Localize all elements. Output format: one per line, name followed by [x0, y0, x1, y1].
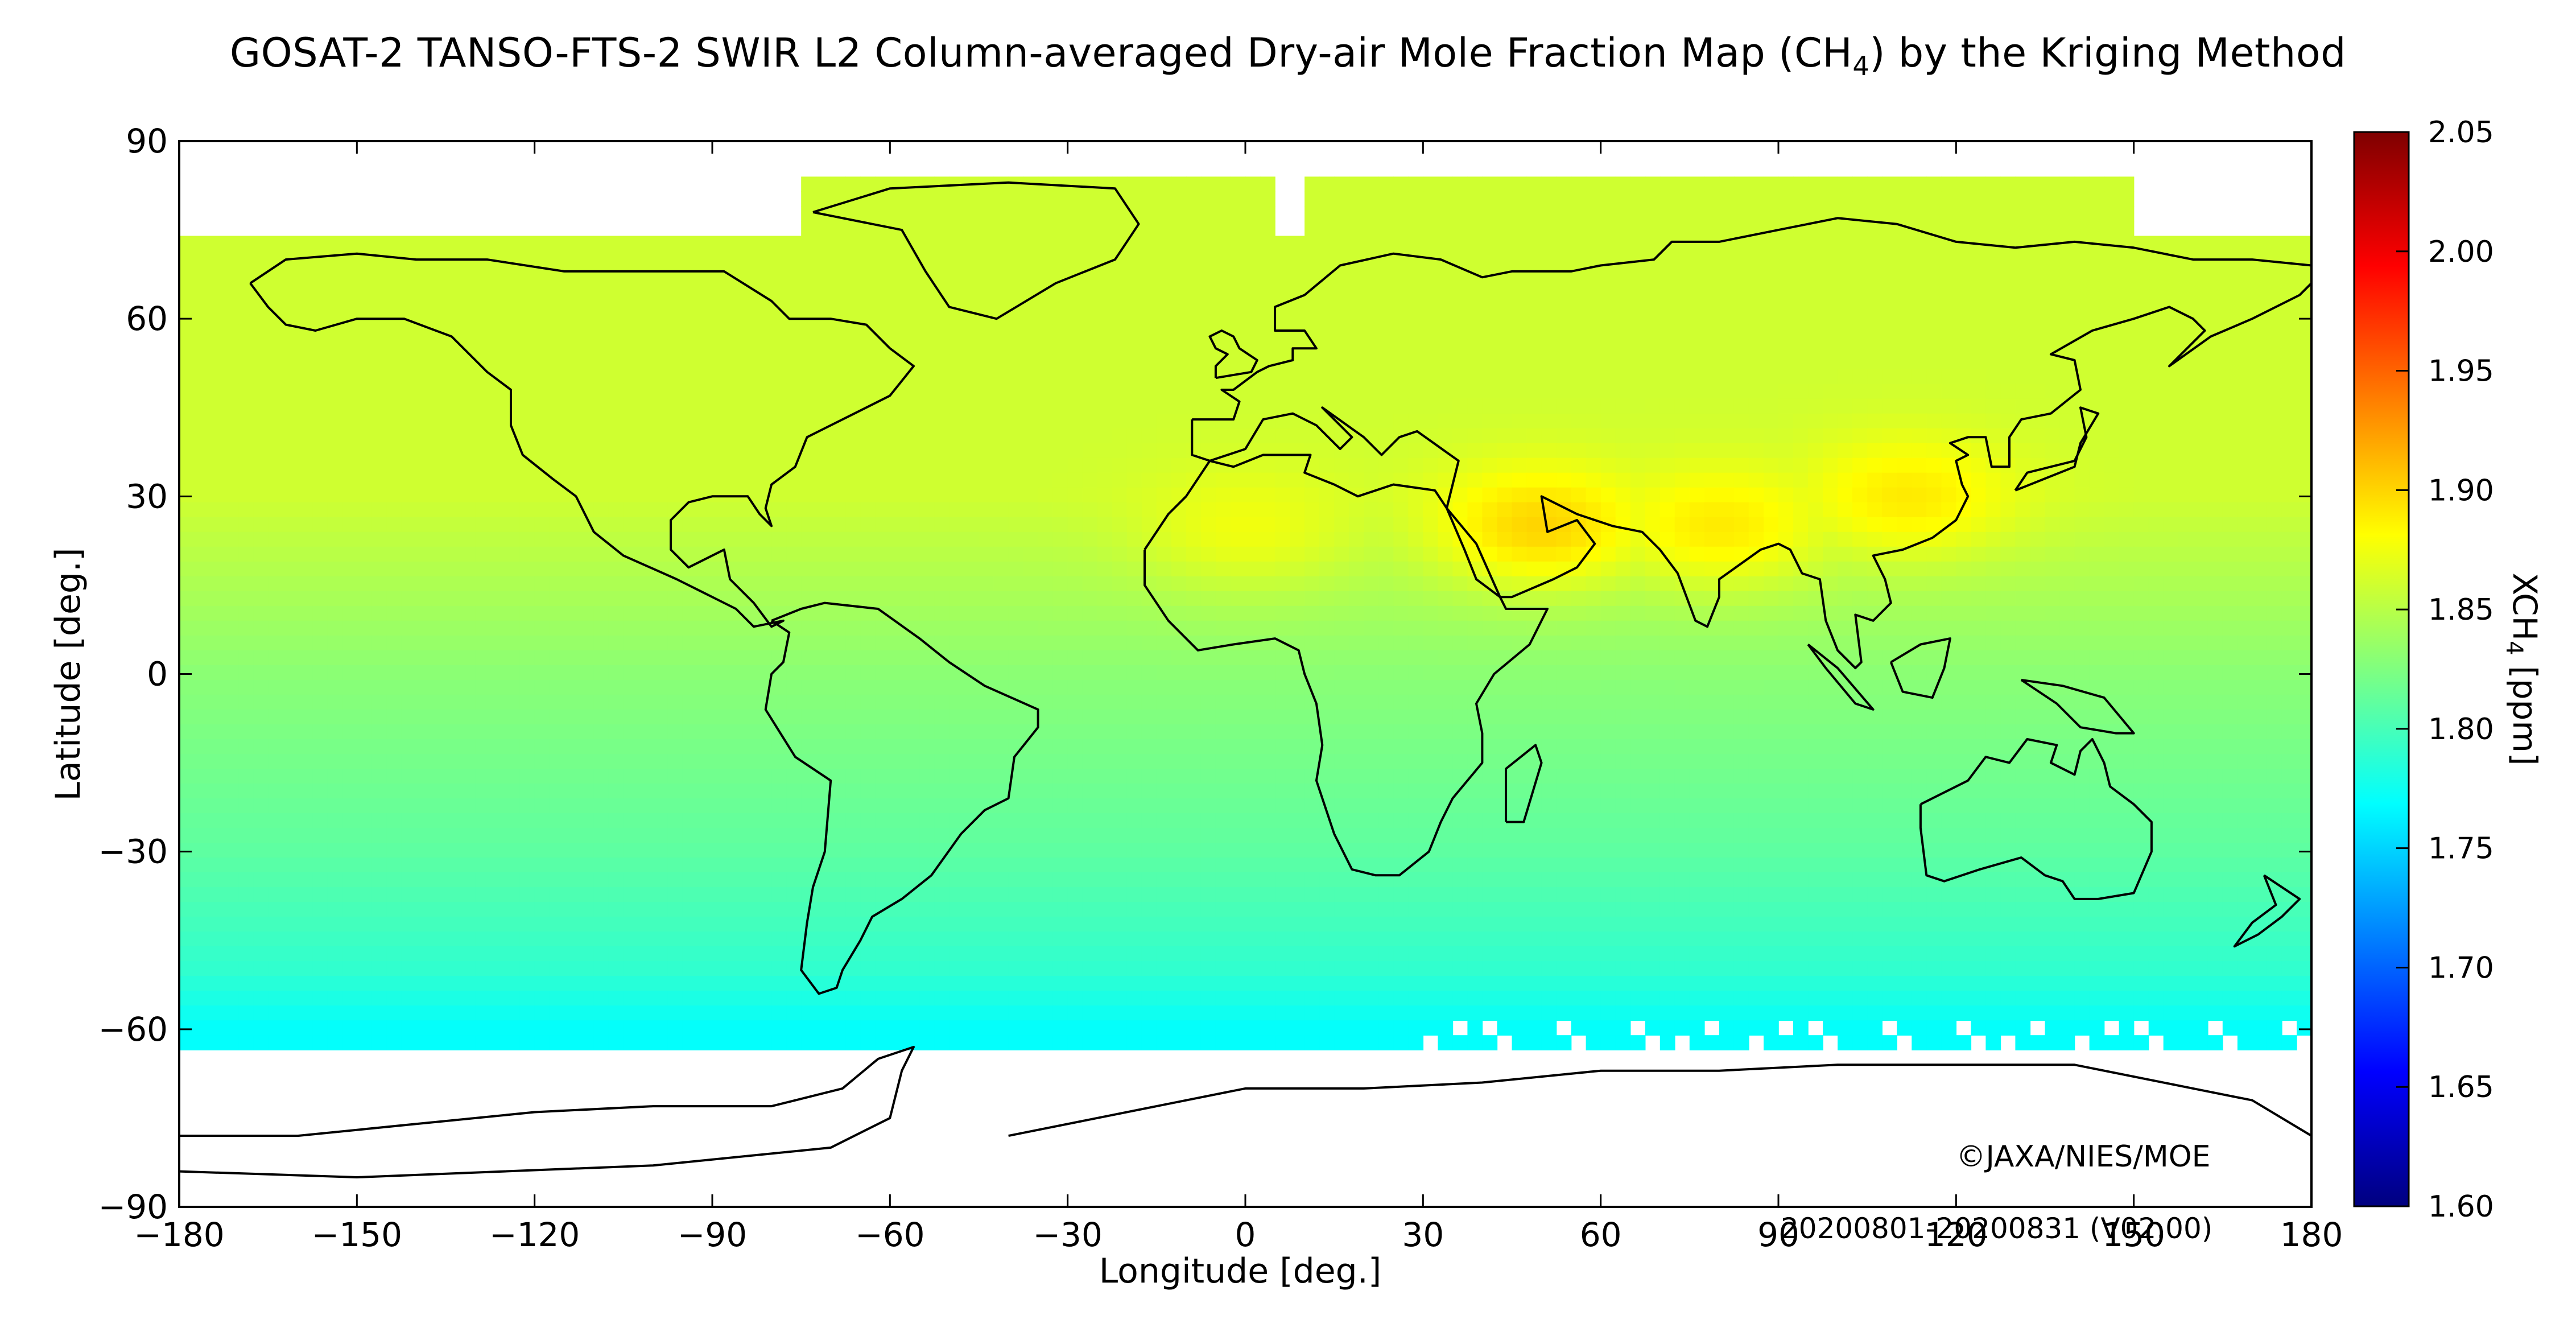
coastline-new-zealand	[2233, 874, 2301, 948]
coastline-antarctica-east	[1008, 1063, 2311, 1137]
date-range-label: 20200801-20200831 (V02.00)	[1781, 1212, 2213, 1245]
x-tick-label: 90	[1757, 1215, 1799, 1254]
colorbar-tick-label: 1.95	[2428, 354, 2494, 389]
copyright-label: ©JAXA/NIES/MOE	[1956, 1140, 2211, 1174]
coastline-sumatra	[1807, 643, 1875, 711]
colorbar-tick-label: 2.00	[2428, 235, 2494, 269]
x-tick-label: 180	[2280, 1215, 2343, 1254]
coastline-north-america	[249, 252, 915, 628]
x-tick-label: 30	[1402, 1215, 1444, 1254]
y-tick-label: 60	[126, 299, 168, 338]
x-tick-label: 60	[1580, 1215, 1622, 1254]
x-tick-label: 150	[2102, 1215, 2165, 1254]
colorbar-tick-label: 1.60	[2428, 1190, 2494, 1224]
coastline-australia	[1919, 738, 2153, 900]
x-tick-label: 120	[1925, 1215, 1988, 1254]
y-axis-label: Latitude [deg.]	[48, 548, 88, 801]
x-tick-label: −90	[678, 1215, 747, 1254]
x-tick-label: −30	[1033, 1215, 1102, 1254]
colorbar-tick-label: 1.75	[2428, 832, 2494, 866]
colorbar-axis: 1.60 1.65 1.70 1.75 1.80 1.85 1.90 1.95 2.00 2.05	[2396, 116, 2494, 1224]
coastline-africa	[1143, 454, 1549, 877]
chart-title: GOSAT-2 TANSO-FTS-2 SWIR L2 Column-avera…	[229, 30, 2347, 81]
colorbar	[2353, 131, 2410, 1207]
coastline-japan	[2014, 406, 2100, 492]
x-tick-label: −180	[134, 1215, 224, 1254]
coastline-greenland	[812, 181, 1140, 320]
y-tick-label: −60	[98, 1010, 168, 1049]
y-tick-label: 30	[126, 477, 168, 516]
y-axis: −90 −60 −30 0 30 60 90	[98, 122, 2311, 1226]
colorbar-label: XCH4 [ppm]	[2501, 573, 2544, 766]
coastline-madagascar	[1505, 744, 1543, 823]
colorbar-tick-label: 1.85	[2428, 593, 2494, 627]
x-axis-label: Longitude [deg.]	[1099, 1251, 1381, 1291]
coastline-borneo	[1889, 637, 1951, 699]
x-axis: −180 −150 −120 −90 −60 −30 0 30 60 90 120 150 180	[134, 141, 2343, 1254]
x-tick-label: −150	[312, 1215, 402, 1254]
x-tick-label: −60	[855, 1215, 924, 1254]
xch4-field	[179, 176, 2311, 1050]
y-tick-label: 90	[126, 122, 168, 160]
colorbar-tick-label: 1.70	[2428, 951, 2494, 985]
y-tick-label: −90	[98, 1188, 168, 1226]
colorbar-tick-label: 2.05	[2428, 116, 2494, 150]
colorbar-tick-label: 1.65	[2428, 1070, 2494, 1104]
coastline-south-america	[764, 601, 1039, 995]
coastline-new-guinea	[2020, 678, 2135, 735]
coastline-eurasia	[1191, 217, 2311, 670]
coastline-antarctica	[179, 1046, 915, 1178]
y-tick-label: −30	[98, 832, 168, 871]
x-tick-label: 0	[1235, 1215, 1256, 1254]
coastlines	[179, 181, 2311, 1178]
x-tick-label: −120	[489, 1215, 580, 1254]
colorbar-tick-label: 1.80	[2428, 712, 2494, 747]
y-tick-label: 0	[147, 655, 168, 694]
coastline-uk	[1208, 329, 1258, 380]
colorbar-tick-label: 1.90	[2428, 473, 2494, 508]
